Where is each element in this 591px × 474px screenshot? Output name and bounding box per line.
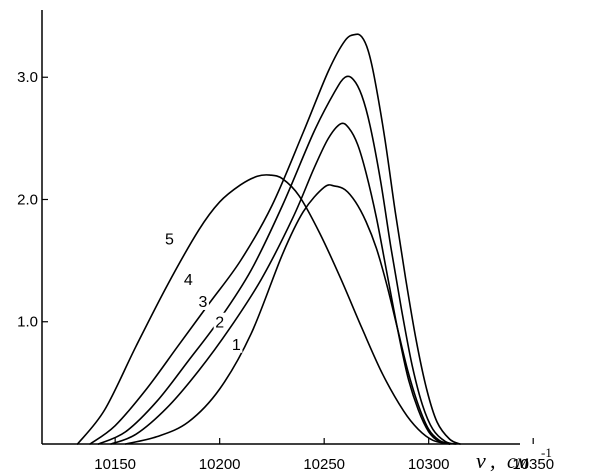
curve-1 [124,184,451,445]
curves [76,33,461,445]
y-tick-label: 2.0 [17,191,38,208]
curve-label-backing [196,291,209,310]
curve-label-backing [213,312,226,331]
curve-label-3: 3 [198,294,207,311]
curve-2 [110,122,451,445]
axes [41,10,520,445]
y-tick-label: 3.0 [17,69,38,86]
x-axis-symbol: ν [476,448,486,473]
curve-label-backing [230,334,243,353]
curve-label-1: 1 [232,337,241,354]
x-axis-unit-exponent: -1 [541,445,552,460]
curve-label-5: 5 [165,232,174,249]
x-tick-label: 10300 [408,456,450,473]
curve-label-2: 2 [215,315,224,332]
x-ticks: 10150 10200 10250 10300 10350 [94,438,554,473]
x-tick-label: 10200 [199,456,241,473]
x-tick-label: 10150 [94,456,136,473]
y-tick-label: 1.0 [17,314,38,331]
curve-label-backing [182,269,195,288]
curve-3 [97,75,457,445]
x-tick-label: 10250 [303,456,345,473]
curve-4 [89,33,461,445]
curve-5 [76,174,451,445]
y-ticks: 1.0 2.0 3.0 [17,69,48,331]
x-tick-label: 10350 [512,456,554,473]
curve-label-4: 4 [184,272,193,289]
x-axis-label: ν , см -1 [476,445,552,473]
x-axis-separator: , [490,448,496,473]
x-axis-unit: см [507,451,529,473]
curve-label-backing [163,229,176,248]
